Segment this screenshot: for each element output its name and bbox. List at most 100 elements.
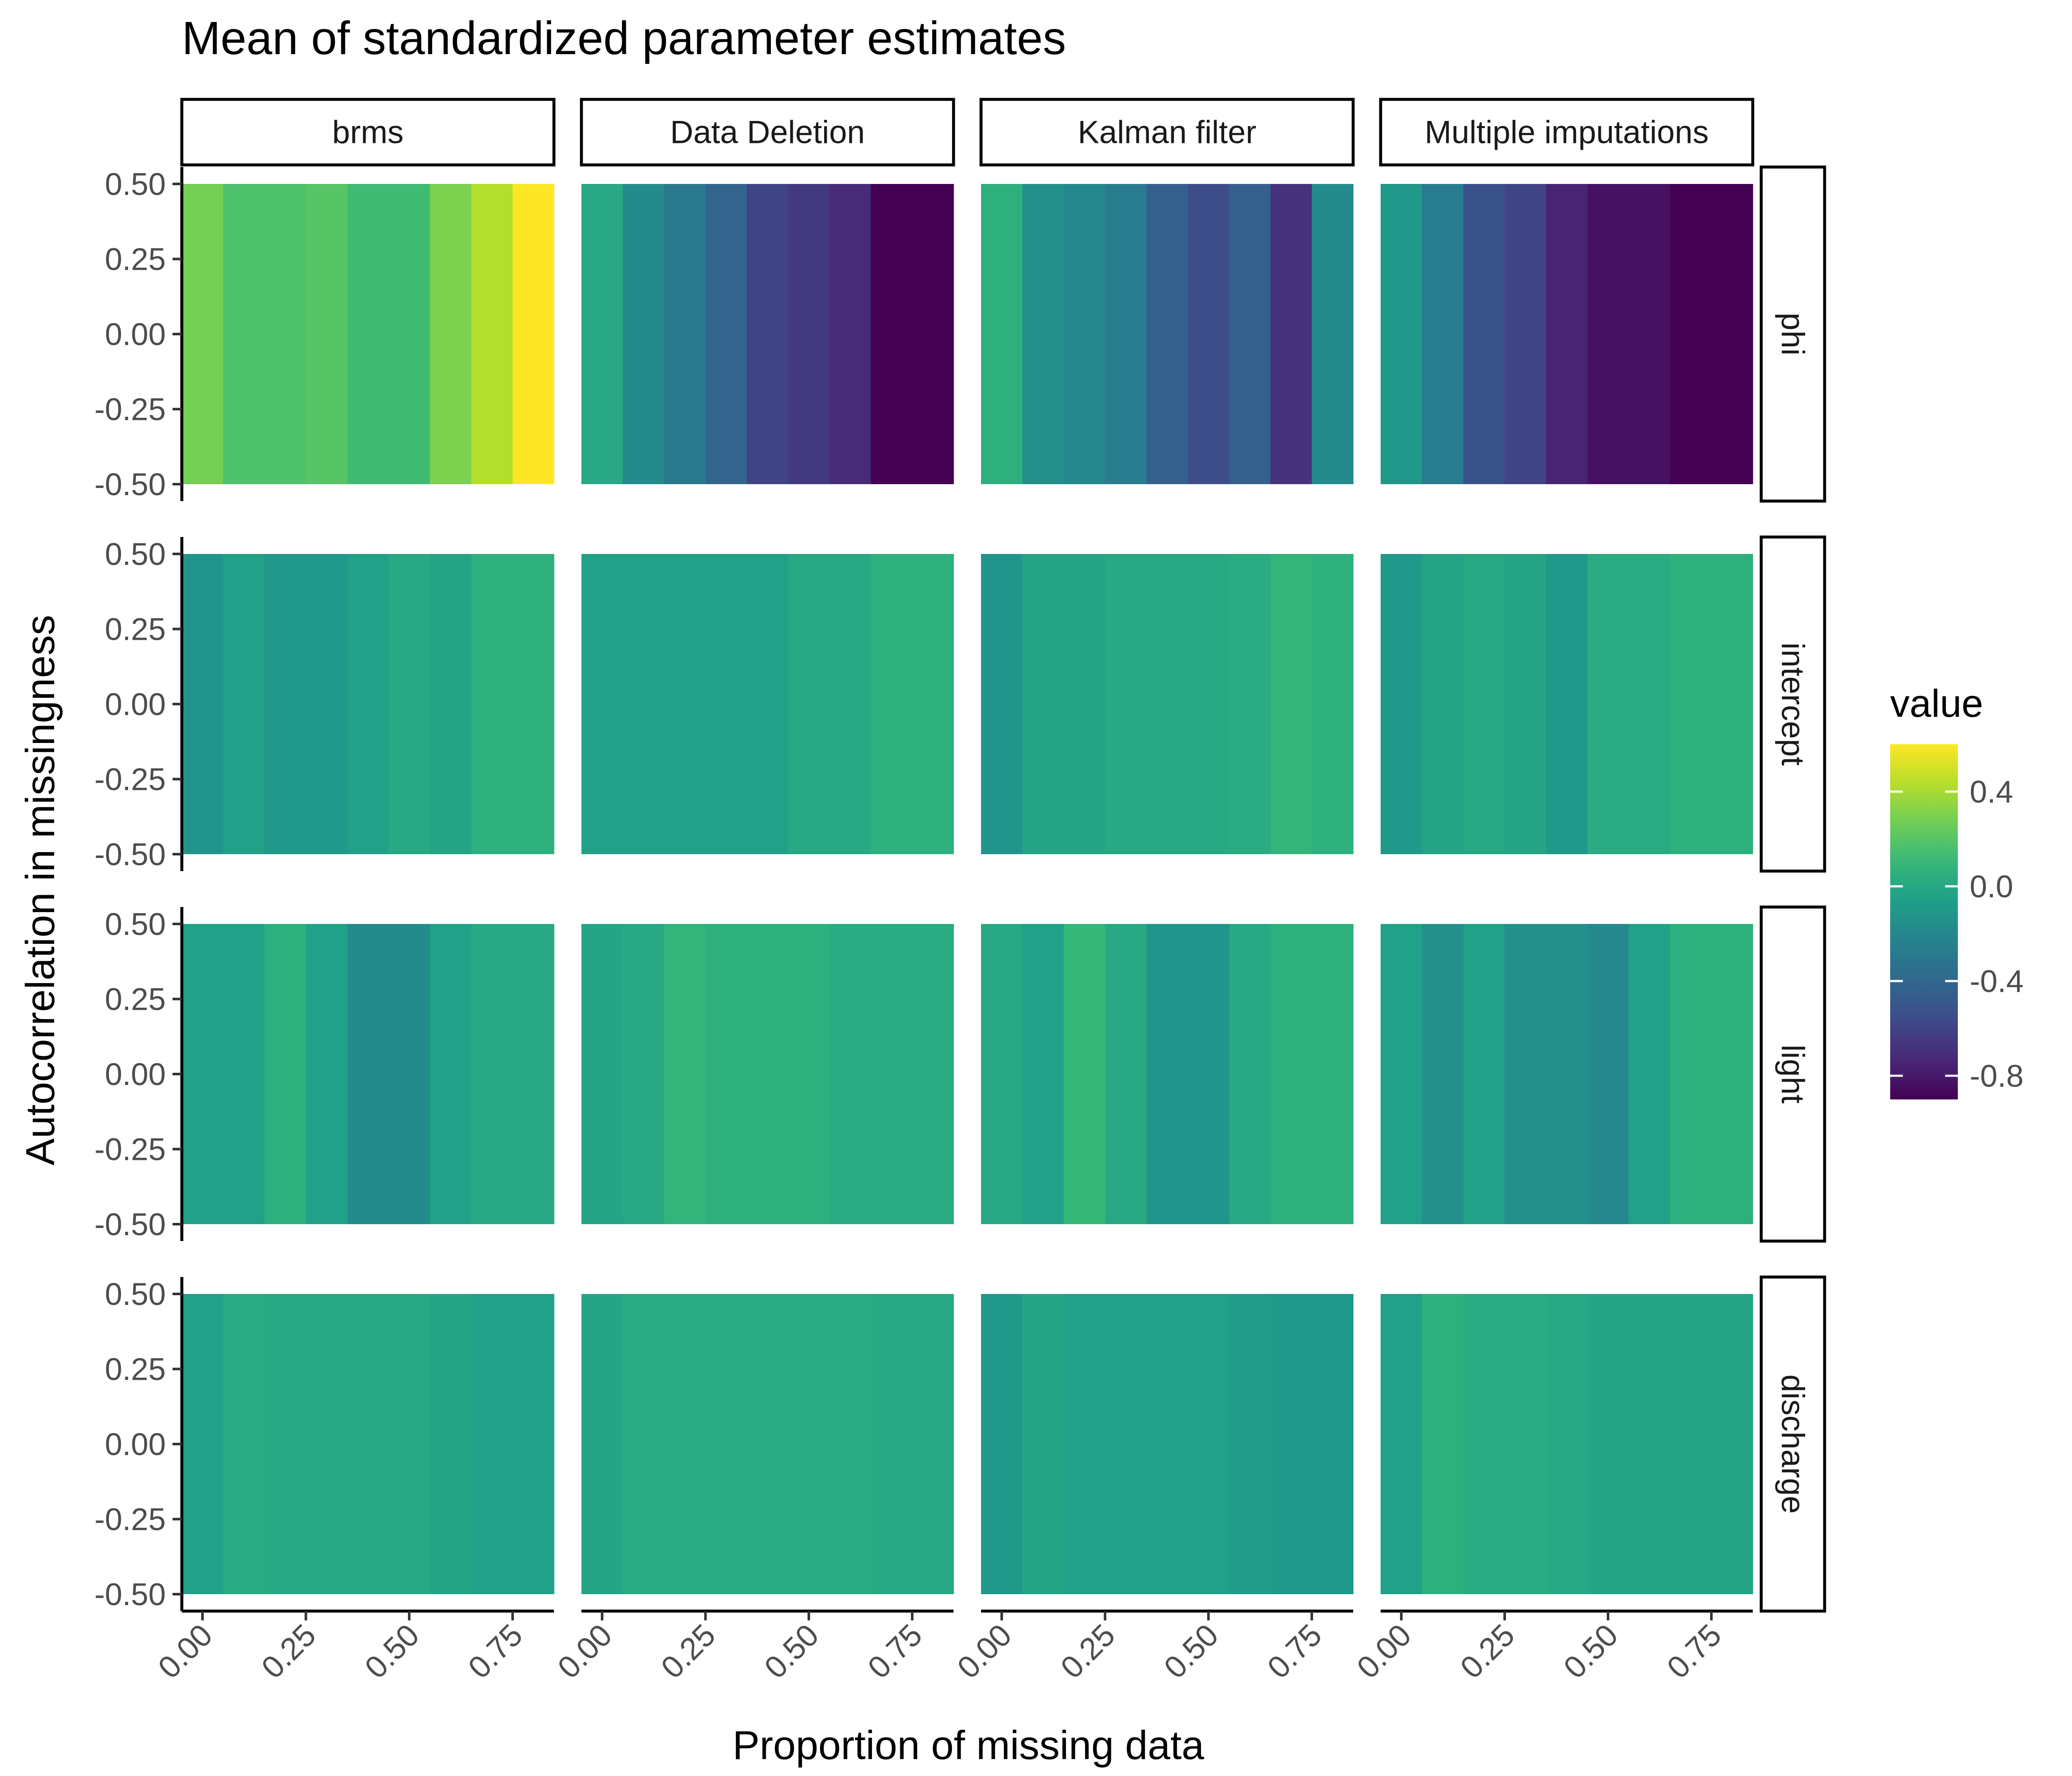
heatmap-cell [471, 1294, 513, 1594]
heatmap-cell [664, 1294, 706, 1594]
heatmap-cell [1270, 554, 1313, 854]
heatmap-cell [705, 554, 747, 854]
y-tick-label: 0.25 [105, 242, 166, 277]
heatmap-cell [1505, 924, 1546, 1224]
heatmap-cell [1187, 184, 1230, 484]
heatmap-cell [223, 1294, 265, 1594]
y-tick-label: 0.25 [105, 982, 166, 1017]
heatmap-cell [981, 1294, 1023, 1594]
heatmap-cell [622, 184, 665, 484]
y-tick-label: -0.50 [94, 837, 166, 872]
heatmap-cell [182, 184, 224, 484]
y-tick-label: -0.25 [94, 1132, 166, 1167]
heatmap-cell [581, 184, 623, 484]
heatmap-cell [1711, 1294, 1753, 1594]
heatmap-cell [264, 184, 307, 484]
strip-label-row: light [1775, 1044, 1811, 1103]
heatmap-cell [829, 554, 872, 854]
heatmap-cell [430, 924, 472, 1224]
heatmap-cell [1022, 924, 1064, 1224]
heatmap-cell [513, 924, 554, 1224]
heatmap-cell [1229, 924, 1271, 1224]
heatmap-cell [981, 184, 1023, 484]
heatmap-cell [1463, 554, 1505, 854]
heatmap-cell [1587, 554, 1629, 854]
strip-label-row: intercept [1775, 642, 1811, 766]
heatmap-cell [1229, 554, 1271, 854]
heatmap-cell [581, 924, 623, 1224]
y-tick-label: 0.00 [105, 1427, 166, 1462]
y-tick-label: -0.50 [94, 1577, 166, 1612]
heatmap-cell [981, 924, 1023, 1224]
heatmap-cell [306, 924, 348, 1224]
heatmap-cell [1587, 1294, 1629, 1594]
y-tick-label: 0.00 [105, 1057, 166, 1092]
strip-top-1 [580, 98, 955, 167]
heatmap-cell [1381, 1294, 1422, 1594]
heatmap-cell [430, 554, 472, 854]
heatmap-cell [1505, 184, 1546, 484]
heatmap-cell [871, 554, 913, 854]
heatmap-cell [223, 554, 265, 854]
heatmap-cell [664, 184, 706, 484]
heatmap-cell [1312, 924, 1354, 1224]
y-tick-label: 0.00 [105, 687, 166, 722]
heatmap-cell [1422, 554, 1464, 854]
heatmap-cell [182, 924, 224, 1224]
heatmap-cell [705, 924, 747, 1224]
heatmap-cell [1270, 184, 1313, 484]
heatmap-cell [1628, 184, 1671, 484]
strip-top-2 [979, 98, 1355, 167]
heatmap-cell [1628, 1294, 1671, 1594]
heatmap-cell [829, 184, 872, 484]
heatmap-cell [664, 924, 706, 1224]
heatmap-cell [912, 184, 954, 484]
heatmap-cell [1670, 184, 1712, 484]
heatmap-cell [1187, 924, 1230, 1224]
heatmap-cell [1105, 554, 1147, 854]
heatmap-cell [513, 184, 554, 484]
strip-label-column: Multiple imputations [1425, 115, 1709, 151]
heatmap-cell [388, 1294, 430, 1594]
chart-title: Mean of standardized parameter estimates [182, 12, 1066, 64]
heatmap-cell [705, 184, 747, 484]
heatmap-cell [1187, 554, 1230, 854]
heatmap-cell [747, 1294, 789, 1594]
y-tick-label: -0.50 [94, 467, 166, 502]
heatmap-cell [1312, 184, 1354, 484]
heatmap-cell [1463, 924, 1505, 1224]
heatmap-cell [264, 924, 307, 1224]
legend: value 0.4 0.0 -0.4 -0.8 [1890, 682, 2024, 1099]
heatmap-cell [1146, 554, 1188, 854]
heatmap-cell [1381, 554, 1422, 854]
heatmap-cell [1146, 1294, 1188, 1594]
heatmap-cell [1312, 1294, 1354, 1594]
y-tick-label: 0.00 [105, 317, 166, 352]
heatmap-cell [1381, 184, 1422, 484]
heatmap-cell [1463, 184, 1505, 484]
strip-label-column: Kalman filter [1078, 115, 1256, 151]
heatmap-cell [788, 1294, 830, 1594]
heatmap-cell [622, 924, 665, 1224]
heatmap-cell [223, 184, 265, 484]
strip-right-2 [1760, 905, 1826, 1243]
heatmap-cell [388, 554, 430, 854]
heatmap-cell [264, 554, 307, 854]
heatmap-cell [1063, 1294, 1106, 1594]
heatmap-cell [871, 1294, 913, 1594]
heatmap-cell [1670, 1294, 1712, 1594]
heatmap-cell [347, 1294, 389, 1594]
heatmap-cell [622, 554, 665, 854]
heatmap-cell [829, 924, 872, 1224]
heatmap-cell [347, 924, 389, 1224]
heatmap-cell [912, 554, 954, 854]
heatmap-cell [912, 1294, 954, 1594]
heatmap-cell [306, 554, 348, 854]
strip-right-0 [1760, 165, 1826, 503]
heatmap-cell [1270, 924, 1313, 1224]
heatmap-cell [912, 924, 954, 1224]
y-tick-label: -0.50 [94, 1207, 166, 1242]
heatmap-cell [182, 554, 224, 854]
y-tick-label: 0.25 [105, 1352, 166, 1387]
heatmap-cell [1711, 184, 1753, 484]
